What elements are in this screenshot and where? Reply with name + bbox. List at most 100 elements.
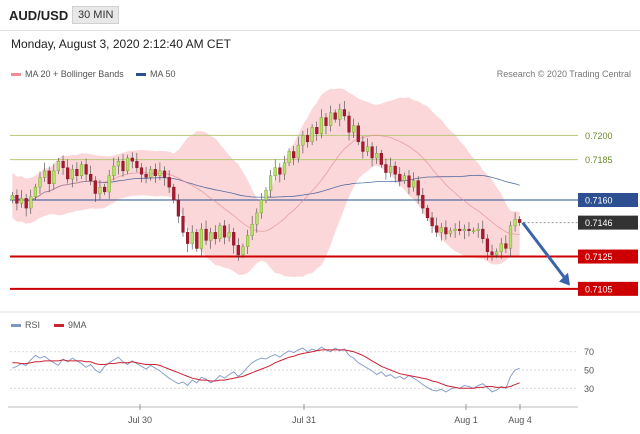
level-label-box-2 [578, 193, 638, 207]
legend-rsi-ma: 9MA [54, 320, 87, 330]
candle-body [292, 151, 296, 159]
candle-body [315, 127, 319, 135]
candle-body [245, 235, 250, 248]
candle-body [47, 170, 51, 184]
candle-body [287, 151, 291, 164]
x-tick-label-1: Jul 31 [292, 415, 316, 425]
candle-body [458, 228, 462, 231]
candle-body [255, 212, 259, 225]
candle-body [319, 117, 323, 134]
level-label-box-3 [578, 215, 638, 230]
candle-body [19, 198, 24, 204]
candle-body [393, 165, 397, 175]
rsi-tick-70: 70 [584, 347, 594, 357]
candle-body [102, 186, 107, 193]
candle-body [149, 169, 153, 178]
candle-body [61, 160, 65, 168]
candle-body [259, 199, 263, 214]
candle-body [425, 207, 430, 219]
candle-body [153, 169, 157, 177]
candle-body [15, 194, 19, 204]
candle-body [24, 198, 28, 209]
candle-body [495, 251, 499, 256]
candle-body [379, 152, 383, 165]
candle-body [135, 160, 139, 168]
candle-body [504, 243, 508, 249]
candle-body [324, 117, 328, 126]
candle-body [75, 169, 79, 177]
candle-body [236, 244, 240, 256]
candle-body [190, 232, 194, 244]
candle-body [218, 225, 222, 239]
candle-body [199, 228, 203, 249]
x-tick-label-3: Aug 4 [508, 415, 532, 425]
candle-body [167, 177, 171, 188]
candle-body [402, 175, 406, 181]
candle-body [508, 225, 513, 249]
candle-body [407, 175, 411, 188]
candle-body [29, 196, 33, 209]
candle-body [513, 219, 517, 227]
candle-body [485, 238, 489, 252]
legend-rsi-ma-label: 9MA [68, 320, 87, 330]
candle-body [130, 157, 134, 162]
candle-body [116, 160, 120, 167]
candle-body [139, 167, 144, 175]
legend-ma50-label: MA 50 [150, 69, 176, 79]
level-label-box-5 [578, 281, 638, 296]
price-levels [10, 134, 578, 290]
rsi-line [12, 346, 520, 393]
candle-body [444, 227, 448, 235]
candle-body [10, 194, 14, 201]
x-tick-label-0: Jul 30 [128, 415, 152, 425]
forecast-arrow [521, 221, 570, 286]
candle-body [389, 165, 393, 173]
candle-body [412, 180, 416, 188]
level-label-5: 0.7105 [585, 284, 613, 294]
candle-body [278, 167, 282, 175]
rsi-swatch [11, 324, 21, 328]
level-label-box-4 [578, 249, 638, 264]
candle-body [112, 165, 116, 177]
candle-body [296, 144, 300, 159]
x-tick-label-2: Aug 1 [454, 415, 478, 425]
candle-body [398, 173, 402, 181]
candle-body [370, 146, 374, 159]
candle-body [33, 186, 37, 198]
level-label-4: 0.7125 [585, 252, 613, 262]
candle-body [70, 169, 74, 180]
candle-body [476, 228, 480, 231]
candle-body [195, 232, 199, 249]
candle-body [176, 199, 180, 217]
candle-body [162, 170, 167, 178]
candle-body [448, 230, 453, 235]
legend-ma20-label: MA 20 + Bollinger Bands [25, 69, 124, 79]
candle-body [79, 164, 84, 177]
candle-body [416, 180, 420, 196]
candle-body [462, 228, 466, 231]
candles [10, 101, 522, 261]
candle-body [356, 125, 360, 143]
bollinger-bands [12, 88, 520, 278]
rsi-ma-line [12, 349, 520, 389]
candle-body [305, 135, 310, 143]
candle-body [273, 167, 277, 176]
candle-body [227, 232, 231, 238]
candle-body [204, 228, 208, 241]
legend-ma50: MA 50 [136, 69, 176, 79]
candle-body [499, 243, 503, 252]
legend-rsi-label: RSI [25, 320, 41, 330]
candle-body [310, 127, 314, 143]
candle-body [490, 251, 494, 256]
candle-body [347, 115, 351, 133]
candle-body [158, 170, 162, 176]
candle-body [56, 160, 60, 172]
candle-body [250, 223, 254, 236]
timeframe-button[interactable]: 30 MIN [72, 6, 120, 24]
rsi-panel: 30 50 70 [10, 346, 594, 394]
candle-body [453, 228, 457, 231]
candle-body [481, 228, 485, 240]
candle-body [144, 173, 148, 178]
candle-body [181, 215, 185, 233]
